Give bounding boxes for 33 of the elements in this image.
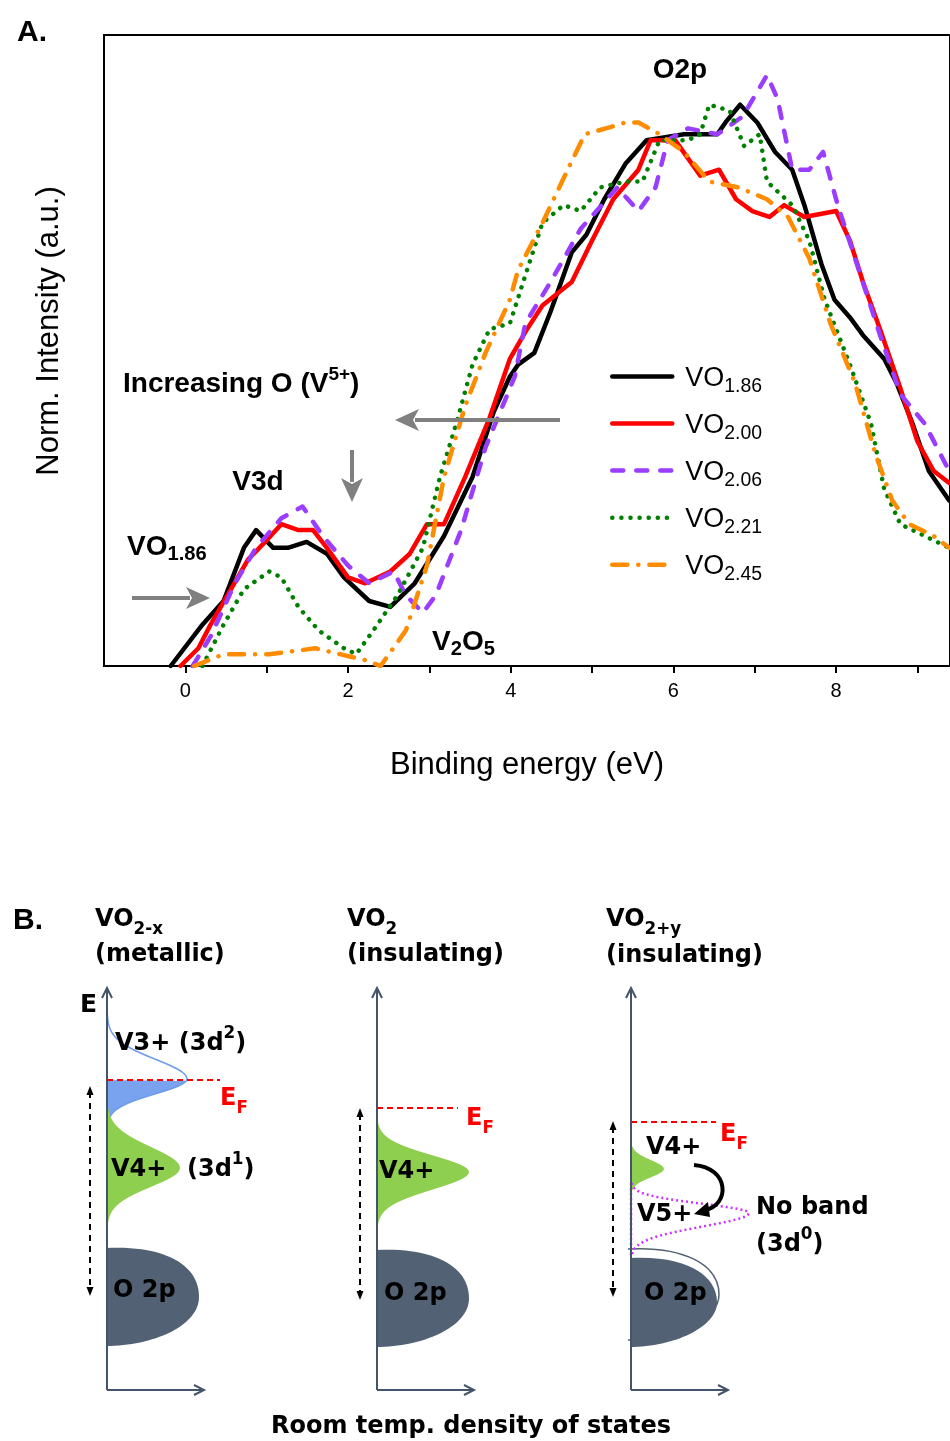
text: V4+ [379, 1156, 435, 1184]
text: O 2p [644, 1278, 707, 1306]
x-tick-label: 6 [667, 679, 679, 701]
chart-title: A. [17, 13, 47, 47]
text: VO$_{2-x}$ [95, 904, 164, 938]
text: E$_{F}$ [466, 1103, 494, 1137]
text: E [80, 988, 98, 1018]
text: (3d$^{0}$) [756, 1223, 824, 1257]
x-tick-label: 0 [179, 679, 191, 701]
text: No band [756, 1192, 869, 1220]
text: (3d$^{1}$) [187, 1148, 255, 1182]
annotation: V3d [232, 464, 284, 496]
y-axis-title: Norm. Intensity (a.u.) [29, 186, 65, 476]
text: B. [13, 901, 43, 935]
annotation: O2p [652, 52, 708, 84]
text: Room temp. density of states [270, 1411, 672, 1439]
text: O 2p [384, 1278, 447, 1306]
text: (metallic) [95, 939, 225, 967]
x-tick-label: 4 [505, 679, 517, 701]
text: E$_{F}$ [220, 1083, 248, 1117]
text: VO$_{2}$ [347, 904, 398, 938]
x-tick-label: 8 [830, 679, 842, 701]
text: (insulating) [606, 940, 764, 968]
text: V5+ [637, 1199, 693, 1227]
x-axis-title: Binding energy (eV) [390, 746, 664, 781]
x-tick-label: 2 [342, 679, 354, 701]
text: VO$_{2+y}$ [606, 904, 682, 938]
text: V3+ (3d$^{2}$) [115, 1022, 247, 1056]
text: O 2p [113, 1275, 176, 1303]
text: V4+ [646, 1132, 702, 1160]
text: E$_{F}$ [720, 1119, 748, 1153]
text: V4+ [111, 1154, 167, 1182]
text: (insulating) [347, 939, 505, 967]
